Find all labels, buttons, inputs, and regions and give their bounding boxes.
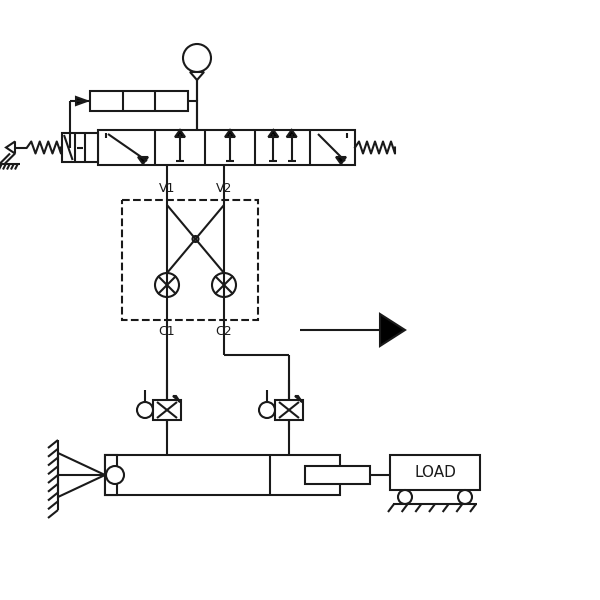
Circle shape [212, 273, 236, 297]
Circle shape [458, 490, 472, 504]
Circle shape [183, 44, 211, 72]
Bar [275, 400, 303, 420]
Polygon shape [380, 314, 405, 346]
Bar [98, 130, 355, 165]
Polygon shape [58, 453, 105, 497]
Circle shape [259, 402, 275, 418]
Polygon shape [76, 97, 87, 105]
Polygon shape [295, 396, 302, 402]
Polygon shape [190, 72, 204, 80]
Polygon shape [138, 157, 148, 164]
Polygon shape [175, 130, 185, 137]
Bar [390, 455, 480, 490]
Text: LOAD: LOAD [414, 465, 456, 480]
Text: C2: C2 [215, 325, 232, 338]
Circle shape [137, 402, 153, 418]
Bar [305, 466, 370, 484]
Bar [153, 400, 181, 420]
Polygon shape [225, 130, 235, 137]
Bar [62, 133, 98, 162]
Bar [105, 455, 340, 495]
Text: V1: V1 [159, 182, 175, 195]
Bar [90, 91, 188, 111]
Polygon shape [336, 157, 346, 164]
Circle shape [106, 466, 124, 484]
Polygon shape [287, 130, 296, 137]
Text: C1: C1 [158, 325, 175, 338]
Circle shape [155, 273, 179, 297]
Polygon shape [173, 396, 180, 402]
Text: V2: V2 [216, 182, 232, 195]
Circle shape [193, 236, 199, 242]
Polygon shape [268, 130, 278, 137]
Bar [105, 455, 117, 495]
Circle shape [398, 490, 412, 504]
Bar [122, 200, 258, 320]
Polygon shape [6, 142, 15, 154]
